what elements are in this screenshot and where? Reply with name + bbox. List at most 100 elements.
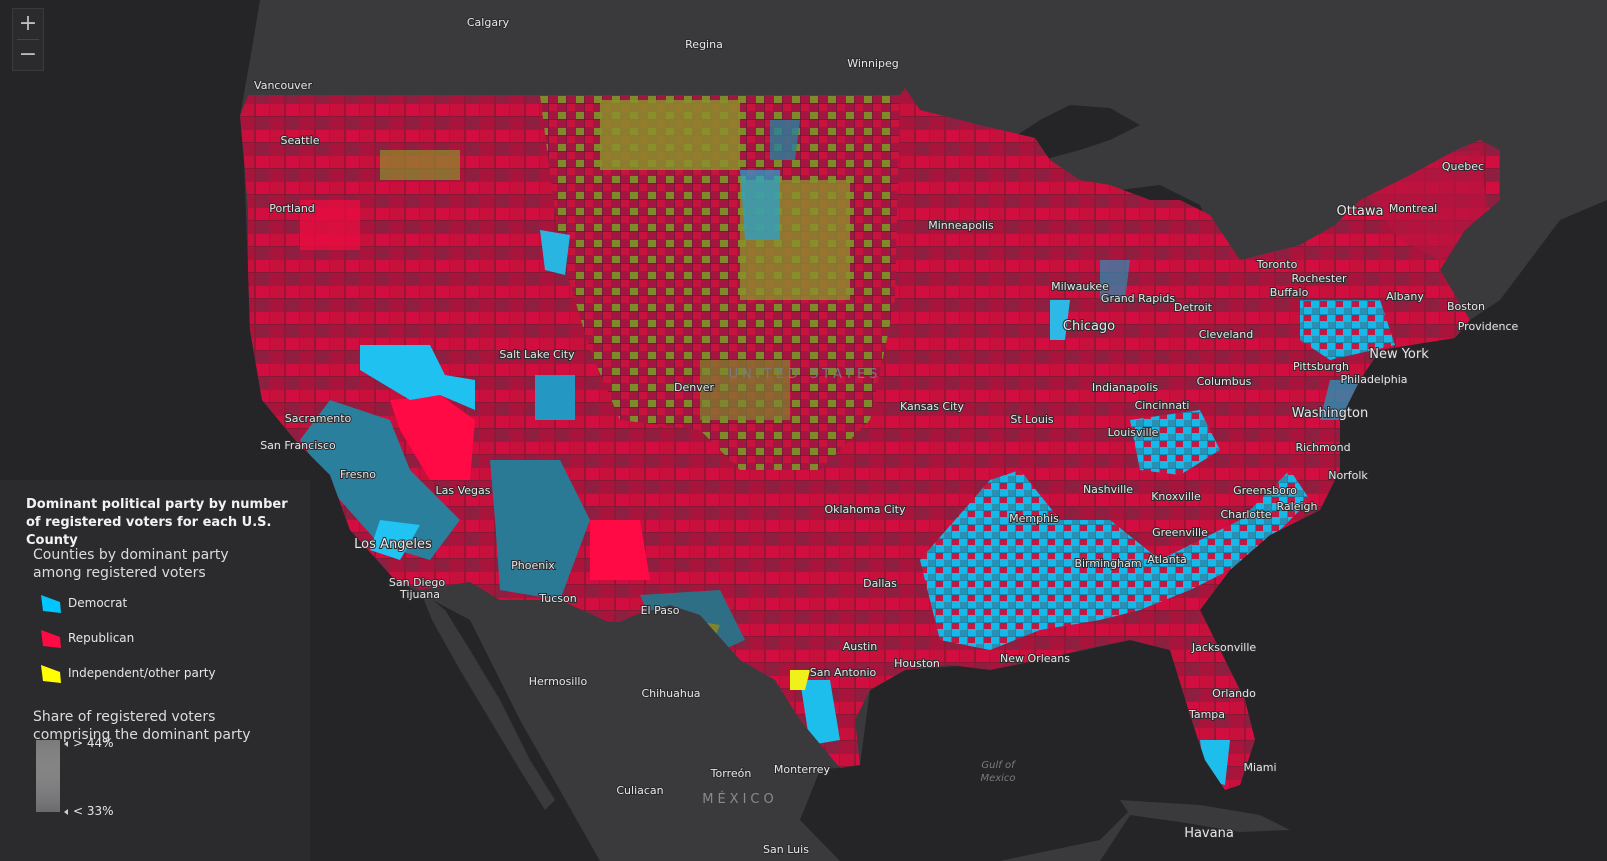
city-label: Louisville <box>1108 426 1159 439</box>
city-label: Columbus <box>1197 375 1252 388</box>
city-label: Grand Rapids <box>1101 292 1175 305</box>
city-label: San Luis <box>763 843 809 856</box>
zoom-control: + − <box>12 8 44 71</box>
city-label: Detroit <box>1174 301 1213 314</box>
city-label: New Orleans <box>1000 652 1070 665</box>
democrat-swatch-icon <box>41 595 61 613</box>
city-label: Calgary <box>467 16 510 29</box>
city-label: Pittsburgh <box>1293 360 1349 373</box>
legend-title: Dominant political party by number of re… <box>26 497 288 548</box>
city-label: Torreón <box>710 767 752 780</box>
city-label: Miami <box>1243 761 1276 774</box>
city-label: Buffalo <box>1270 286 1309 299</box>
legend-item-republican: Republican <box>40 627 134 649</box>
legend-item-democrat: Democrat <box>40 592 127 614</box>
county-choropleth[interactable] <box>230 80 1520 800</box>
city-label: Montreal <box>1389 202 1437 215</box>
city-label: Denver <box>674 381 714 394</box>
city-label: Orlando <box>1212 687 1256 700</box>
ramp-pointer-icon <box>64 740 68 747</box>
city-label: Seattle <box>281 134 320 147</box>
city-label: Culiacan <box>616 784 663 797</box>
gulf-of-mexico <box>800 640 1205 861</box>
city-label: El Paso <box>641 604 680 617</box>
city-label: Birmingham <box>1074 557 1141 570</box>
city-label: Washington <box>1292 406 1368 421</box>
city-label: Los Angeles <box>354 537 432 552</box>
city-label: Regina <box>685 38 723 51</box>
city-label: Norfolk <box>1328 469 1368 482</box>
atlantic-ocean <box>1100 200 1607 861</box>
gulf-label-1: Gulf of <box>981 760 1016 771</box>
florida-keys-cuba <box>1120 800 1290 832</box>
city-label: Oklahoma City <box>824 503 906 516</box>
legend-item-label: Republican <box>68 631 135 645</box>
city-label: Winnipeg <box>847 57 898 70</box>
share-low-label: < 33% <box>64 804 114 818</box>
city-label: Providence <box>1458 320 1519 333</box>
city-label: Ottawa <box>1337 204 1384 219</box>
city-label: Charlotte <box>1220 508 1271 521</box>
city-label: New York <box>1369 347 1429 362</box>
city-label: Chicago <box>1063 319 1115 334</box>
city-label: Greensboro <box>1233 484 1297 497</box>
city-label: Las Vegas <box>436 484 491 497</box>
legend-panel: Dominant political party by number of re… <box>0 480 310 861</box>
gulf-label-2: Mexico <box>980 773 1015 784</box>
city-label: Atlanta <box>1147 553 1186 566</box>
legend-subtitle: Counties by dominant party among registe… <box>33 547 229 581</box>
city-label: San Francisco <box>260 439 336 452</box>
city-label: Toronto <box>1256 258 1298 271</box>
city-label: Indianapolis <box>1092 381 1159 394</box>
city-label: Quebec <box>1442 160 1484 173</box>
city-label: Jacksonville <box>1191 641 1257 654</box>
city-label: Chihuahua <box>641 687 700 700</box>
city-label: Austin <box>843 640 878 653</box>
city-label: Hermosillo <box>529 675 588 688</box>
zoom-out-button[interactable]: − <box>18 42 38 67</box>
legend-item-label: Democrat <box>68 596 128 610</box>
legend-item-label: Independent/other party <box>68 666 216 680</box>
city-label: Tucson <box>538 592 577 605</box>
city-label: Memphis <box>1009 512 1059 525</box>
city-label: Rochester <box>1292 272 1347 285</box>
share-ramp <box>36 740 60 812</box>
city-label: Phoenix <box>511 559 555 572</box>
city-label: Albany <box>1386 290 1424 303</box>
city-label: Havana <box>1184 826 1234 841</box>
city-label: Cincinnati <box>1135 399 1190 412</box>
city-label: Kansas City <box>900 400 964 413</box>
city-label: Raleigh <box>1277 500 1318 513</box>
zoom-in-button[interactable]: + <box>18 11 38 36</box>
republican-swatch-icon <box>41 630 61 648</box>
independent-swatch-icon <box>41 665 61 683</box>
country-label-mexico: MÉXICO <box>702 791 777 807</box>
map-labels: UNITED STATES MÉXICO Gulf of Mexico Calg… <box>253 15 1519 857</box>
city-label: Vancouver <box>254 79 312 92</box>
city-label: San Antonio <box>810 666 877 679</box>
share-low-value: < 33% <box>73 804 114 818</box>
city-label: Sacramento <box>285 412 352 425</box>
city-label: Boston <box>1447 300 1485 313</box>
city-label: Portland <box>269 202 315 215</box>
city-label: Monterrey <box>774 763 831 776</box>
city-label: Salt Lake City <box>499 348 575 361</box>
baja-peninsula <box>420 590 555 810</box>
city-label: Milwaukee <box>1051 280 1109 293</box>
city-label: Houston <box>894 657 940 670</box>
city-label: San Diego <box>389 576 445 589</box>
city-label: Philadelphia <box>1340 373 1407 386</box>
share-high-value: > 44% <box>73 736 114 750</box>
city-label: Greenville <box>1152 526 1208 539</box>
legend-item-independent: Independent/other party <box>40 662 216 684</box>
city-label: Cleveland <box>1199 328 1254 341</box>
city-label: Nashville <box>1083 483 1133 496</box>
city-label: Tijuana <box>399 588 440 601</box>
country-label-us: UNITED STATES <box>729 367 882 382</box>
city-label: Tampa <box>1188 708 1225 721</box>
ramp-pointer-icon <box>64 808 68 815</box>
city-label: Minneapolis <box>928 219 994 232</box>
zoom-divider <box>17 39 39 40</box>
city-label: Knoxville <box>1151 490 1201 503</box>
